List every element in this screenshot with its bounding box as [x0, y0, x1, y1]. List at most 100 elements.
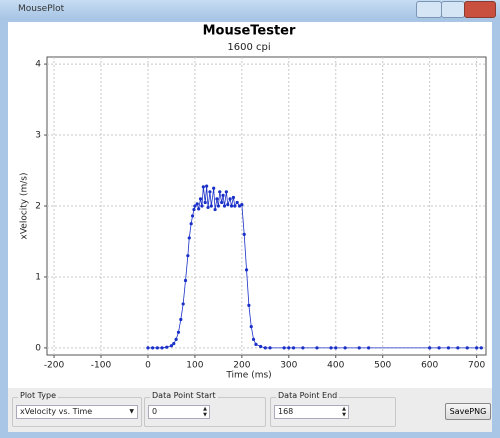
data-point — [181, 302, 185, 306]
save-button[interactable]: SavePNG — [445, 403, 491, 420]
data-point — [251, 337, 256, 341]
data-point — [172, 342, 176, 346]
data-point — [176, 330, 181, 334]
data-point — [221, 193, 225, 197]
data-point — [146, 346, 150, 350]
data-point — [231, 195, 235, 200]
data-point — [235, 200, 239, 205]
data-point — [209, 204, 213, 208]
x-tick-label: -200 — [44, 361, 65, 371]
data-point — [329, 346, 333, 350]
combo-value: xVelocity vs. Time — [20, 407, 93, 416]
data-point — [456, 346, 460, 350]
close-button[interactable] — [464, 1, 496, 18]
data-point — [208, 190, 212, 194]
data-point — [259, 344, 263, 349]
data-point — [200, 204, 204, 208]
data-point — [249, 325, 253, 329]
input-value: 168 — [278, 407, 294, 416]
x-tick-label: 700 — [468, 361, 485, 371]
data-point — [213, 207, 217, 212]
y-tick-label: 0 — [35, 343, 41, 353]
chart-title: MouseTester — [203, 24, 296, 39]
data-point — [301, 346, 305, 350]
data-point — [233, 204, 237, 208]
x-axis-label: Time (ms) — [225, 371, 271, 381]
maximize-button[interactable] — [441, 1, 465, 18]
control-panel: Plot Type xVelocity vs. Time ▼ Data Point… — [8, 388, 492, 432]
data-point — [446, 346, 451, 350]
data-point — [160, 346, 164, 350]
chart: MouseTester 1600 cpi Time (ms) xVelocity… — [8, 22, 492, 388]
data-point — [165, 345, 169, 349]
data-point — [201, 185, 205, 189]
y-tick-label: 3 — [35, 131, 41, 141]
data-point — [155, 346, 159, 350]
end-input[interactable]: 168 ▲ ▼ — [274, 405, 349, 419]
data-point — [242, 232, 246, 236]
data-point — [195, 202, 199, 206]
data-point — [205, 184, 209, 188]
data-point — [244, 268, 249, 272]
data-point — [183, 278, 188, 283]
data-point — [229, 204, 234, 208]
data-point — [479, 346, 483, 350]
data-point — [218, 190, 222, 194]
data-point — [428, 346, 432, 350]
data-point — [197, 207, 201, 211]
data-point — [315, 346, 319, 350]
data-point — [216, 204, 220, 208]
y-tick-label: 1 — [35, 272, 41, 282]
data-point — [222, 204, 227, 208]
y-tick-label: 2 — [35, 202, 41, 212]
x-tick-label: 100 — [186, 361, 203, 371]
input-value: 0 — [152, 407, 158, 416]
group-label: Plot Type — [18, 391, 58, 400]
data-point — [220, 200, 224, 205]
x-tick-label: 0 — [145, 361, 151, 371]
data-point — [215, 197, 219, 201]
data-point — [226, 202, 230, 207]
data-point — [357, 346, 361, 350]
data-point — [189, 222, 193, 226]
title-bar: MousePlot — [0, 0, 500, 20]
data-point — [263, 346, 267, 350]
data-point — [169, 344, 174, 348]
data-point — [206, 205, 210, 210]
data-point — [186, 254, 190, 258]
data-point — [187, 236, 191, 240]
data-line — [147, 186, 482, 349]
group-box: Data Point End 168 ▲ ▼ — [270, 391, 396, 427]
x-tick-label: 300 — [280, 361, 297, 371]
data-point — [179, 317, 183, 322]
data-point — [174, 337, 178, 341]
data-point — [291, 346, 296, 350]
data-point — [247, 303, 251, 307]
data-point — [228, 197, 232, 201]
data-point — [437, 346, 441, 350]
window-title: MousePlot — [18, 4, 65, 14]
data-point — [465, 346, 469, 350]
data-point — [475, 346, 479, 350]
y-tick-label: 4 — [35, 60, 41, 70]
data-point — [203, 200, 207, 205]
minimize-button[interactable] — [416, 1, 442, 18]
data-point — [224, 190, 228, 194]
x-tick-label: 400 — [327, 361, 344, 371]
data-point — [190, 214, 195, 218]
data-point — [237, 204, 242, 208]
start-input[interactable]: 0 ▲ ▼ — [148, 405, 210, 419]
x-tick-label: 600 — [421, 361, 438, 371]
x-tick-label: -100 — [91, 361, 112, 371]
data-point — [240, 202, 244, 207]
data-point — [367, 346, 371, 350]
data-point — [334, 346, 338, 350]
plot-type-combo[interactable]: xVelocity vs. Time ▼ — [16, 405, 138, 419]
data-point — [198, 197, 203, 201]
data-point — [151, 346, 155, 350]
chart-subtitle: 1600 cpi — [227, 42, 270, 53]
group-label: Data Point End — [276, 391, 340, 400]
data-point — [192, 207, 196, 212]
data-point — [254, 342, 258, 346]
